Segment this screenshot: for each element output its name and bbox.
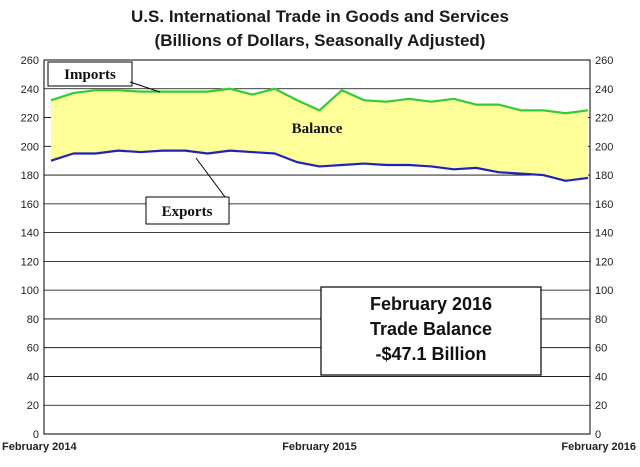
y-tick-label-right: 0 bbox=[595, 429, 601, 441]
y-tick-label-left: 60 bbox=[27, 343, 39, 355]
y-tick-label-right: 120 bbox=[595, 256, 613, 268]
summary-date: February 2016 bbox=[370, 294, 492, 314]
y-tick-label-left: 260 bbox=[21, 55, 39, 67]
x-axis: February 2014 February 2015 February 2016 bbox=[2, 441, 636, 453]
y-tick-label-right: 220 bbox=[595, 113, 613, 125]
chart-subtitle: (Billions of Dollars, Seasonally Adjuste… bbox=[155, 31, 486, 50]
y-tick-label-left: 220 bbox=[21, 113, 39, 125]
imports-callout: Imports bbox=[47, 61, 161, 93]
summary-value: -$47.1 Billion bbox=[375, 344, 486, 364]
y-tick-label-left: 20 bbox=[27, 400, 39, 412]
x-tick-label: February 2014 bbox=[2, 441, 77, 453]
series-lines-layer bbox=[50, 87, 589, 182]
y-tick-label-left: 0 bbox=[33, 429, 39, 441]
y-tick-label-right: 140 bbox=[595, 228, 613, 240]
y-tick-label-left: 120 bbox=[21, 256, 39, 268]
y-axis-right: 0 20 40 60 80 100 120 140 160 180 200 220 240 260 bbox=[595, 55, 613, 441]
y-tick-label-left: 80 bbox=[27, 314, 39, 326]
exports-line bbox=[50, 149, 589, 182]
imports-pointer bbox=[129, 81, 161, 93]
y-axis-left: 0 20 40 60 80 100 120 140 160 180 200 220 240 260 bbox=[21, 55, 39, 441]
summary-heading: Trade Balance bbox=[370, 319, 492, 339]
imports-label-box bbox=[47, 61, 133, 87]
exports-label: Exports bbox=[162, 204, 213, 220]
imports-line bbox=[50, 87, 589, 115]
y-tick-label-right: 20 bbox=[595, 400, 607, 412]
x-tick-label: February 2015 bbox=[282, 441, 357, 453]
y-tick-label-right: 60 bbox=[595, 343, 607, 355]
y-tick-label-left: 180 bbox=[21, 170, 39, 182]
exports-label-box bbox=[145, 196, 230, 225]
trade-balance-summary: February 2016 Trade Balance -$47.1 Billi… bbox=[320, 286, 542, 376]
x-tick-label: February 2016 bbox=[561, 441, 636, 453]
y-tick-label-right: 180 bbox=[595, 170, 613, 182]
balance-area-layer bbox=[51, 88, 588, 181]
y-tick-label-right: 40 bbox=[595, 371, 607, 383]
imports-label: Imports bbox=[64, 67, 116, 83]
balance-label: Balance bbox=[292, 121, 343, 137]
y-tick-label-left: 160 bbox=[21, 199, 39, 211]
y-tick-label-left: 200 bbox=[21, 141, 39, 153]
y-tick-label-right: 100 bbox=[595, 285, 613, 297]
exports-callout: Exports bbox=[145, 157, 230, 225]
y-tick-label-right: 240 bbox=[595, 84, 613, 96]
y-tick-label-left: 240 bbox=[21, 84, 39, 96]
y-tick-label-right: 80 bbox=[595, 314, 607, 326]
summary-box bbox=[320, 286, 542, 376]
chart-title: U.S. International Trade in Goods and Se… bbox=[131, 7, 509, 26]
y-tick-label-left: 140 bbox=[21, 228, 39, 240]
y-tick-label-left: 100 bbox=[21, 285, 39, 297]
exports-pointer bbox=[195, 157, 226, 198]
y-tick-label-right: 260 bbox=[595, 55, 613, 67]
balance-area bbox=[51, 88, 588, 181]
y-tick-label-right: 160 bbox=[595, 199, 613, 211]
y-tick-label-left: 40 bbox=[27, 371, 39, 383]
y-tick-label-right: 200 bbox=[595, 141, 613, 153]
